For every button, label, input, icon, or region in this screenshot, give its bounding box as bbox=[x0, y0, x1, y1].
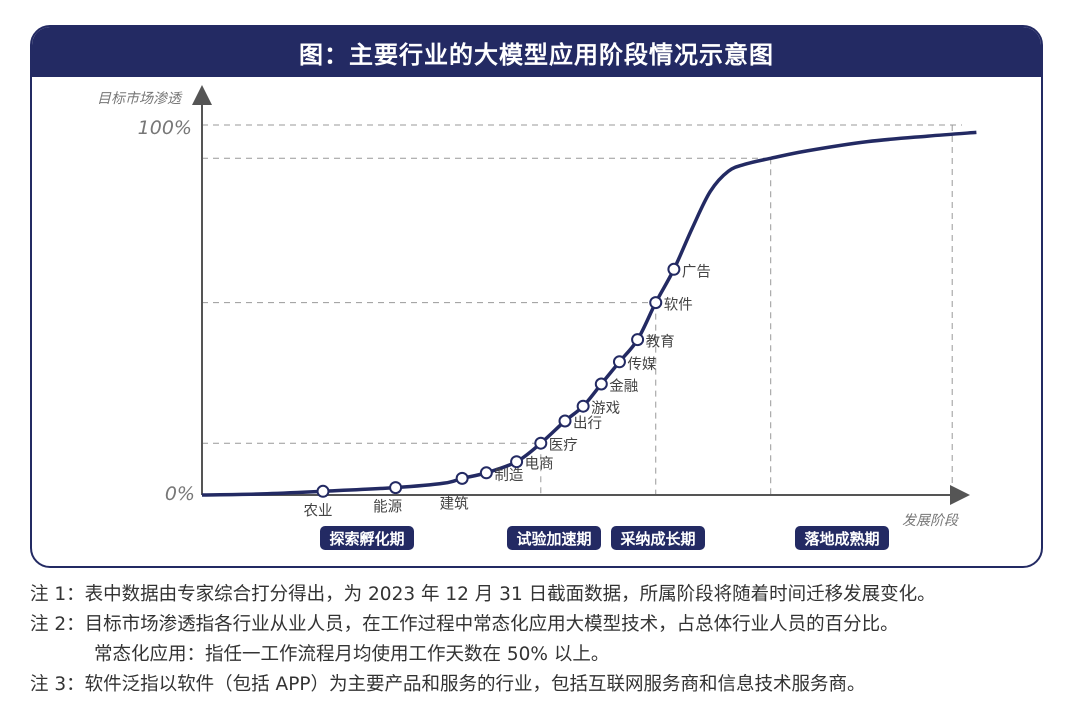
point-label-金融: 金融 bbox=[609, 378, 638, 395]
point-label-制造: 制造 bbox=[494, 467, 523, 484]
adoption-curve bbox=[201, 130, 977, 497]
point-label-农业: 农业 bbox=[304, 502, 333, 519]
point-游戏 bbox=[576, 399, 590, 413]
point-label-广告: 广告 bbox=[682, 263, 711, 280]
point-出行 bbox=[558, 414, 572, 428]
note-2-detail: 常态化应用：指任一工作流程月均使用工作天数在 50% 以上。 bbox=[94, 644, 610, 665]
point-广告 bbox=[667, 262, 681, 276]
note-1: 注 1：表中数据由专家综合打分得出，为 2023 年 12 月 31 日截面数据… bbox=[30, 584, 936, 605]
point-金融 bbox=[594, 377, 608, 391]
phase-label-采纳成长期: 采纳成长期 bbox=[619, 530, 695, 548]
point-label-出行: 出行 bbox=[573, 415, 602, 432]
point-label-软件: 软件 bbox=[664, 297, 693, 314]
point-label-传媒: 传媒 bbox=[627, 356, 656, 373]
point-label-游戏: 游戏 bbox=[591, 400, 620, 417]
chart-title: 图：主要行业的大模型应用阶段情况示意图 bbox=[32, 27, 1041, 77]
note-3: 注 3：软件泛指以软件（包括 APP）为主要产品和服务的行业，包括互联网服务商和… bbox=[30, 674, 866, 695]
point-教育 bbox=[631, 333, 645, 347]
y-axis-label: 目标市场渗透 bbox=[97, 91, 183, 107]
phase-badge-采纳成长期 bbox=[611, 526, 705, 550]
y-tick-100: 100% bbox=[138, 117, 192, 139]
guide-lines bbox=[202, 124, 962, 495]
point-农业 bbox=[316, 484, 330, 498]
point-电商 bbox=[510, 455, 524, 469]
point-label-建筑: 建筑 bbox=[440, 495, 469, 512]
point-制造 bbox=[479, 466, 493, 480]
point-label-医疗: 医疗 bbox=[549, 437, 578, 454]
point-能源 bbox=[389, 481, 403, 495]
point-label-能源: 能源 bbox=[373, 499, 402, 516]
point-label-教育: 教育 bbox=[646, 334, 675, 351]
y-tick-0: 0% bbox=[165, 483, 195, 505]
point-建筑 bbox=[455, 471, 469, 485]
phase-label-探索孵化期: 探索孵化期 bbox=[329, 530, 404, 548]
notes: 注 1：表中数据由专家综合打分得出，为 2023 年 12 月 31 日截面数据… bbox=[30, 580, 1070, 700]
point-label-电商: 电商 bbox=[525, 456, 554, 473]
phase-badge-落地成熟期 bbox=[795, 526, 889, 550]
phase-label-落地成熟期: 落地成熟期 bbox=[804, 530, 879, 548]
point-软件 bbox=[649, 296, 663, 310]
note-2: 注 2：目标市场渗透指各行业从业人员，在工作过程中常态化应用大模型技术，占总体行… bbox=[30, 614, 899, 635]
point-医疗 bbox=[534, 436, 548, 450]
phase-badge-探索孵化期 bbox=[320, 526, 414, 550]
point-传媒 bbox=[612, 355, 626, 369]
phase-badge-试验加速期 bbox=[507, 526, 601, 550]
x-axis-label: 发展阶段 bbox=[902, 513, 960, 529]
phase-label-试验加速期: 试验加速期 bbox=[516, 530, 591, 548]
chart-frame: 图：主要行业的大模型应用阶段情况示意图 目标市场渗透 发展阶段 100% 0% … bbox=[30, 25, 1043, 568]
